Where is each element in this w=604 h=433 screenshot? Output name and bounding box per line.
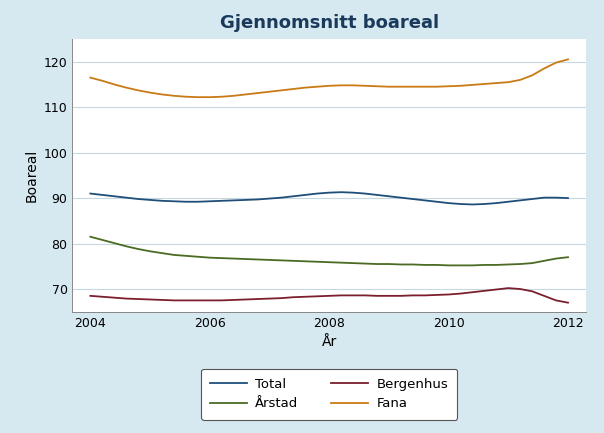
Legend: Total, Årstad, Bergenhus, Fana: Total, Årstad, Bergenhus, Fana (201, 368, 457, 420)
Y-axis label: Boareal: Boareal (24, 149, 38, 202)
X-axis label: År: År (321, 335, 337, 349)
Title: Gjennomsnitt boareal: Gjennomsnitt boareal (220, 14, 439, 32)
